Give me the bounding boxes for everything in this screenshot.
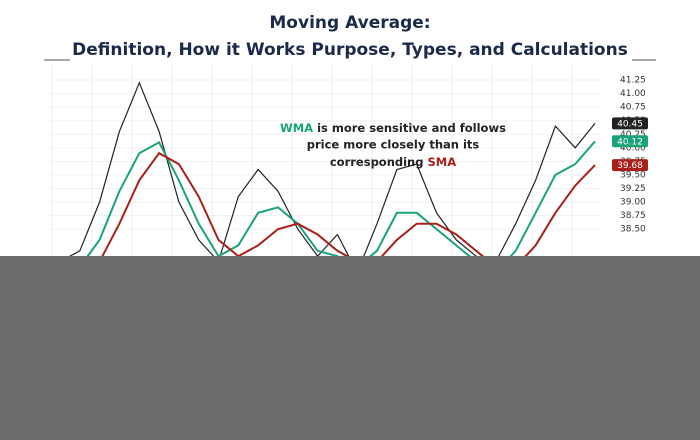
y-tick-label: 40.25 [620,130,646,140]
y-tick-label: 38.75 [620,211,646,221]
annotation-line: price more closely than its [307,138,480,152]
y-tick-label: 39.00 [620,198,646,208]
annotation: WMA is more sensitive and follows [280,121,506,135]
annotation-line: corresponding [330,155,424,169]
y-tick-label: 39.50 [620,170,646,180]
y-tick-label: 40.75 [620,103,646,113]
end-label: 40.12 [617,137,643,147]
annotation: corresponding SMA [330,155,456,169]
y-tick-label: 41.00 [620,89,646,99]
end-label: 39.68 [617,161,643,171]
chart-subtitle: Definition, How it Works Purpose, Types,… [72,40,628,60]
end-label-bg [612,117,648,130]
annotation-sma: SMA [427,155,456,169]
y-tick-label: 38.50 [620,225,646,235]
price-line [59,81,596,274]
end-label: 40.45 [617,119,643,129]
annotation-wma: WMA [280,121,313,135]
y-tick-label: 41.25 [620,76,646,86]
end-label-bg [612,159,648,172]
overlay [0,256,700,440]
end-label-bg [612,135,648,148]
annotation-line: is more sensitive and follows [317,121,506,135]
y-tick-label: 39.25 [620,184,646,194]
chart-title: Moving Average: [269,13,430,33]
y-tick-label: 40.00 [620,143,646,153]
